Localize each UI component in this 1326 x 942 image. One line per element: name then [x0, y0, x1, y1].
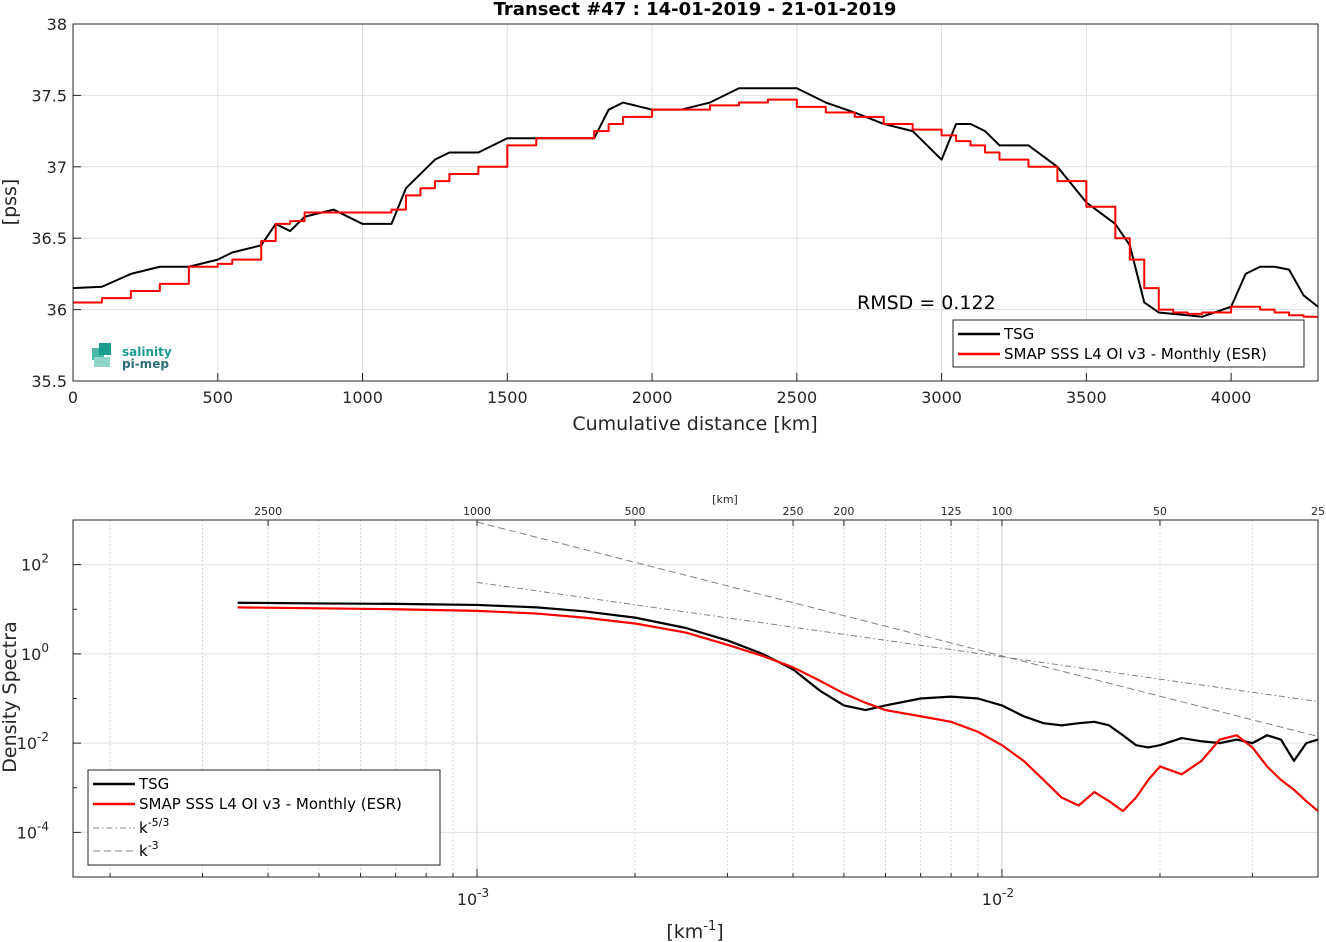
transect-x-tick-label: 2500: [776, 388, 817, 407]
transect-y-tick-label: 38: [47, 15, 67, 34]
spectra-top-axis-label: [km]: [712, 493, 738, 506]
legend-tsg-label: TSG: [1003, 325, 1034, 343]
spectra-k3-line: [476, 521, 1319, 738]
spectra-top-tick-label: 125: [941, 505, 962, 518]
spectra-top-tick-label: 500: [625, 505, 646, 518]
rmsd-annotation: RMSD = 0.122: [857, 292, 996, 314]
transect-y-tick-label: 37.5: [31, 86, 67, 105]
spectra-top-tick-label: 200: [833, 505, 854, 518]
transect-x-tick-label: 2000: [632, 388, 673, 407]
transect-chart: Transect #47 : 14-01-2019 - 21-01-2019 0…: [0, 0, 1319, 435]
spectra-y-tick-label: 102: [21, 552, 49, 575]
transect-x-tick-label: 4000: [1211, 388, 1252, 407]
spectra-ticks: 10-3 10-2 10-4 10-2 100 102 2500 1000 500 250 200 1…: [17, 505, 1325, 909]
transect-series: [72, 87, 1319, 318]
spectra-top-tick-label: 100: [991, 505, 1012, 518]
spectra-k53-line: [476, 581, 1319, 703]
transect-y-label: [pss]: [0, 179, 21, 226]
spectra-x-label: [km-1]: [666, 919, 723, 942]
salinity-pi-mep-logo: salinity pi-mep: [92, 343, 172, 371]
spectra-smap-line: [237, 606, 1319, 813]
transect-legend: TSG SMAP SSS L4 OI v3 - Monthly (ESR): [952, 319, 1305, 368]
spectra-legend: TSG SMAP SSS L4 OI v3 - Monthly (ESR) k-…: [87, 769, 441, 866]
spectra-y-tick-label: 100: [21, 641, 49, 664]
transect-y-tick-label: 36: [47, 301, 67, 320]
spectra-chart: 10-3 10-2 10-4 10-2 100 102 2500 1000 500 250 200 1…: [0, 493, 1325, 942]
spectra-series: [237, 521, 1319, 813]
spectra-x-tick-label: 10-3: [457, 886, 489, 909]
transect-x-tick-label: 3500: [1066, 388, 1107, 407]
logo-text-pimep: pi-mep: [122, 357, 169, 371]
transect-y-tick-label: 35.5: [31, 372, 67, 391]
spectra-top-tick-label: 50: [1153, 505, 1167, 518]
transect-smap-line: [73, 98, 1318, 318]
legend-smap-label: SMAP SSS L4 OI v3 - Monthly (ESR): [1004, 345, 1267, 363]
transect-y-tick-label: 36.5: [31, 229, 67, 248]
transect-x-tick-label: 3000: [921, 388, 962, 407]
logo-text-salinity: salinity: [122, 345, 172, 359]
transect-title: Transect #47 : 14-01-2019 - 21-01-2019: [494, 0, 897, 20]
transect-tsg-line: [72, 87, 1319, 318]
transect-x-tick-label: 0: [68, 388, 78, 407]
transect-ticks: 0 500 1000 1500 2000 2500 3000 3500 4000 35.5 36 36…: [31, 15, 1251, 407]
transect-x-tick-label: 500: [202, 388, 233, 407]
transect-x-tick-label: 1000: [342, 388, 383, 407]
legend-spectra-smap-label: SMAP SSS L4 OI v3 - Monthly (ESR): [139, 795, 402, 813]
spectra-top-tick-label: 25: [1311, 505, 1325, 518]
spectra-tsg-line: [237, 601, 1319, 762]
spectra-y-tick-label: 10-4: [17, 819, 49, 842]
transect-axes-box: [72, 23, 1319, 382]
transect-x-tick-label: 1500: [487, 388, 528, 407]
transect-x-label: Cumulative distance [km]: [572, 413, 817, 435]
spectra-top-tick-label: 250: [783, 505, 804, 518]
transect-y-tick-label: 37: [47, 158, 67, 177]
spectra-x-tick-label: 10-2: [982, 886, 1014, 909]
spectra-y-label: Density Spectra: [0, 621, 21, 772]
spectra-top-tick-label: 2500: [254, 505, 282, 518]
legend-spectra-tsg-label: TSG: [138, 775, 169, 793]
spectra-y-tick-label: 10-2: [17, 730, 49, 753]
spectra-top-tick-label: 1000: [463, 505, 491, 518]
